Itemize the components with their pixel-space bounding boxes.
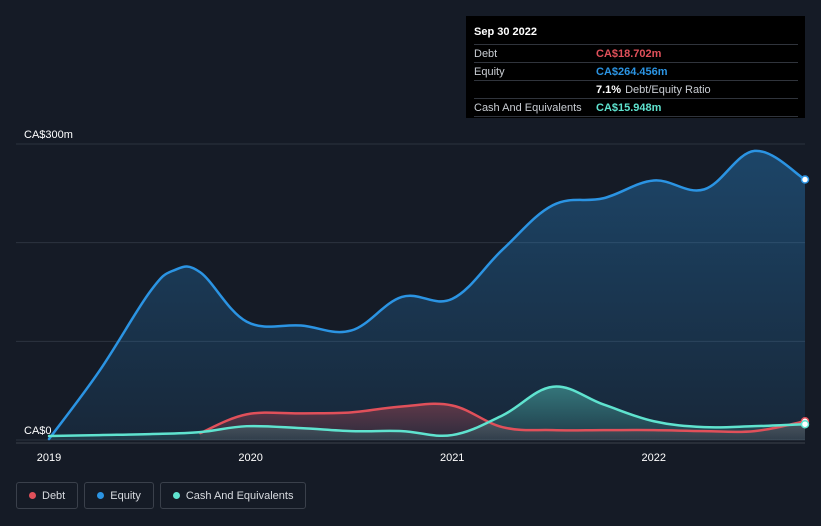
tooltip-cash-label: Cash And Equivalents — [474, 101, 582, 114]
legend-item-debt[interactable]: Debt — [16, 482, 79, 509]
legend-label-cash: Cash And Equivalents — [185, 489, 294, 502]
equity-dot-icon — [97, 492, 105, 499]
debt-line — [198, 402, 807, 435]
y-tick-label: CA$0 — [24, 425, 52, 437]
debt-dot-icon — [29, 492, 36, 499]
tooltip-equity-value: CA$264.456m — [596, 65, 668, 78]
cash-end-marker — [800, 419, 810, 429]
equity-line — [47, 149, 807, 441]
tooltip-ratio-label: Debt/Equity Ratio — [625, 83, 711, 96]
tooltip-row-ratio: 7.1% Debt/Equity Ratio — [474, 80, 798, 98]
cash-line — [47, 385, 807, 438]
legend-label-debt: Debt — [42, 489, 66, 502]
tooltip-debt-value: CA$18.702m — [596, 47, 662, 60]
tooltip-debt-label: Debt — [474, 47, 498, 60]
series-lines — [47, 149, 810, 441]
tooltip-row-debt: Debt CA$18.702m — [474, 44, 798, 62]
legend-item-equity[interactable]: Equity — [84, 482, 154, 509]
tooltip-cash-value: CA$15.948m — [596, 101, 662, 114]
tooltip-ratio-value: 7.1% — [596, 83, 622, 96]
tooltip: Sep 30 2022 Debt CA$18.702m Equity CA$26… — [466, 16, 805, 118]
x-tick-label: 2019 — [37, 452, 61, 464]
equity-area — [49, 150, 805, 440]
tooltip-equity-label: Equity — [474, 65, 505, 78]
equity-end-marker — [800, 175, 810, 184]
legend-label-equity: Equity — [110, 489, 141, 502]
cash-area — [49, 386, 805, 440]
tooltip-row-cash: Cash And Equivalents CA$15.948m — [474, 98, 798, 117]
axes: CA$300m CA$0 2019 2020 2021 2022 — [24, 129, 666, 464]
tooltip-date: Sep 30 2022 — [474, 26, 537, 38]
x-tick-label: 2021 — [440, 452, 464, 464]
legend-item-cash[interactable]: Cash And Equivalents — [159, 482, 307, 509]
x-tick-label: 2020 — [238, 452, 262, 464]
x-tick-label: 2022 — [642, 452, 666, 464]
y-tick-label: CA$300m — [24, 129, 73, 141]
cash-dot-icon — [172, 492, 180, 499]
legend: Debt Equity Cash And Equivalents — [16, 482, 307, 509]
areas — [49, 150, 805, 440]
tooltip-row-equity: Equity CA$264.456m — [474, 62, 798, 80]
